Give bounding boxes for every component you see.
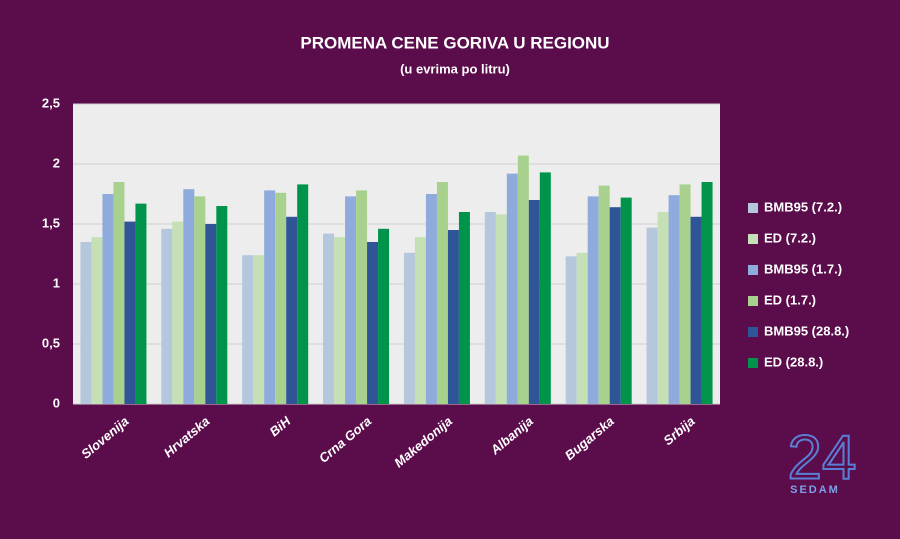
bar [275,192,287,404]
legend-swatch [748,327,758,337]
x-tick-label: Makedonija [391,413,455,470]
bar [484,212,496,404]
bar [539,172,551,404]
bar [91,237,103,404]
bar [253,255,265,404]
x-tick-label: Crna Gora [316,413,374,465]
legend-label: BMB95 (1.7.) [764,261,842,276]
legend-swatch [748,265,758,275]
bar [367,242,379,404]
y-tick-label: 0 [53,395,60,410]
bar [425,194,437,404]
bar [609,207,621,404]
bar [242,255,254,404]
chart-subtitle: (u evrima po litru) [400,61,510,76]
x-tick-label: Srbija [660,413,697,448]
bar [113,182,125,404]
legend-label: BMB95 (7.2.) [764,199,842,214]
bar [194,196,206,404]
legend-label: ED (28.8.) [764,354,823,369]
legend-swatch [748,234,758,244]
y-tick-label: 0,5 [42,335,60,350]
bar [135,203,147,404]
bar [80,242,92,404]
bar [576,252,588,404]
y-tick-label: 2,5 [42,95,60,110]
legend-label: ED (7.2.) [764,230,816,245]
bar [172,221,184,404]
bar [264,190,276,404]
legend-swatch [748,203,758,213]
bar [701,182,713,404]
x-tick-label: Slovenija [78,413,131,461]
bar [598,185,610,404]
bar [565,256,577,404]
legend-swatch [748,358,758,368]
bar [403,252,415,404]
y-tick-label: 1,5 [42,215,60,230]
y-tick-label: 2 [53,155,60,170]
bar [657,212,669,404]
bar [517,155,529,404]
bar [447,230,459,404]
bar [679,184,691,404]
bar [620,197,632,404]
x-tick-label: Bugarska [562,413,617,463]
logo-number: 24 [788,423,857,492]
x-tick-label: Albanija [487,413,536,458]
x-tick-label: BiH [267,413,294,439]
bar [668,195,680,404]
bar [414,237,426,404]
bar [216,206,228,404]
bar [528,200,540,404]
bar [323,233,335,404]
bar [286,216,298,404]
legend-label: BMB95 (28.8.) [764,323,849,338]
bar [436,182,448,404]
x-tick-label: Hrvatska [161,413,213,460]
logo-word: SEDAM [790,484,840,496]
bar [506,173,518,404]
y-tick-label: 1 [53,275,60,290]
bar [345,196,357,404]
bar [161,228,173,404]
bar [646,227,658,404]
bar [205,224,217,404]
legend-label: ED (1.7.) [764,292,816,307]
bar [356,190,368,404]
bar [378,228,390,404]
bar [297,184,309,404]
bar [458,212,470,404]
chart-title: PROMENA CENE GORIVA U REGIONU [300,33,609,52]
bar [102,194,114,404]
bar [124,221,136,404]
bar [690,216,702,404]
legend-swatch [748,296,758,306]
bar [495,214,507,404]
bar [587,196,599,404]
bar [334,237,346,404]
bar [183,189,195,404]
